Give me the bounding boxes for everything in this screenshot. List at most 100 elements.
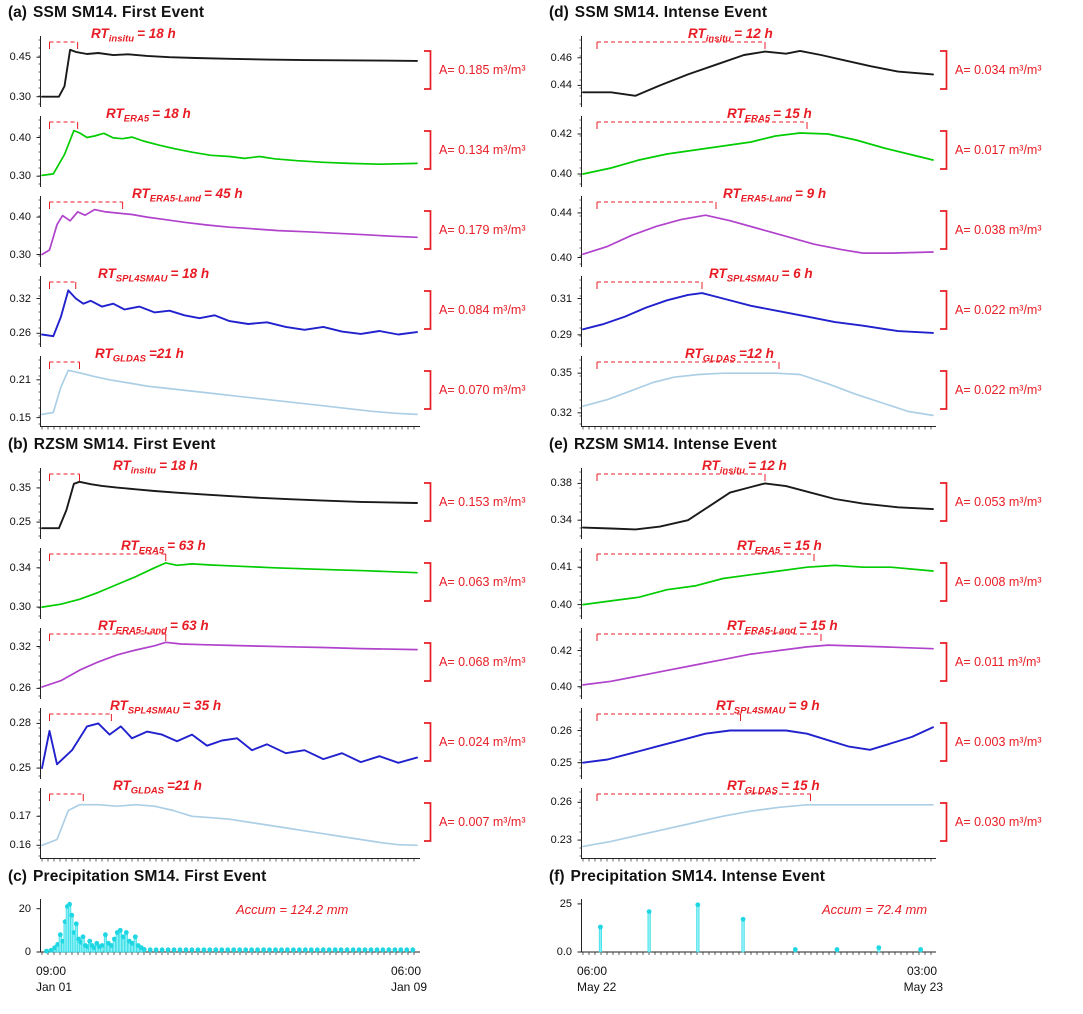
amplitude-annotation: A= 0.038 m³/m³ [937,190,1065,270]
y-axis-labels: 0.45 0.30 [0,30,36,110]
series-line-era5-land [41,208,418,256]
y-axis-labels: 0.35 0.32 [541,350,577,430]
amplitude-bracket [940,210,948,250]
rt-value: = 15 h [773,106,812,121]
amplitude-label: A= 0.053 m³/m³ [955,495,1042,509]
rt-subscript: ERA5-Land [149,193,201,205]
amplitude-bracket [940,482,948,522]
rt-subscript: ERA5-Land [115,625,167,637]
plot-area: RTERA5 = 15 h [577,538,937,622]
rt-subscript: ERA5-Land [740,193,792,205]
rt-value: = 12 h [734,26,773,41]
subplot-b-era5: 0.34 0.30 RTERA5 = 63 h A= 0.063 m³/m³ [0,538,541,622]
rt-prefix: RT [91,26,109,41]
rt-value: = 15 h [781,778,820,793]
rt-prefix: RT [110,698,128,713]
amplitude-label: A= 0.038 m³/m³ [955,223,1042,237]
rise-time-bracket [49,281,77,289]
panel-b: (b) RZSM SM14. First Event 0.35 0.25 RTinsit… [0,436,541,862]
panel-c: (c) Precipitation SM14. First Event 20 0 Acc… [0,868,541,1000]
rise-time-label: RTSPL4SMAU = 35 h [110,698,221,717]
plot-area: RTGLDAS =21 h [36,778,421,862]
amplitude-bracket [424,482,432,522]
amplitude-bracket [940,642,948,682]
panel-d: (d) SSM SM14. Intense Event 0.46 0.44 RTinsi… [541,4,1083,430]
plot-area: RTinsitu = 12 h [577,26,937,110]
rt-prefix: RT [95,346,113,361]
y-axis-labels: 0.28 0.25 [0,702,36,782]
y-axis-labels: 0.46 0.44 [541,30,577,110]
amplitude-annotation: A= 0.153 m³/m³ [421,462,541,542]
amplitude-label: A= 0.017 m³/m³ [955,143,1042,157]
series-line-insitu [41,480,418,530]
amplitude-annotation: A= 0.011 m³/m³ [937,622,1065,702]
subplot-e-spl4smau: 0.26 0.25 RTSPL4SMAU = 9 h A= 0.003 m³/m³ [541,698,1083,782]
rise-time-label: RTERA5 = 15 h [727,106,812,125]
precip-plot-area: Accum = 124.2 mm [36,894,421,960]
rise-time-label: RTGLDAS =21 h [95,346,184,365]
y-axis-labels: 25 0.0 [541,894,577,962]
y-tick-label: 0.26 [9,682,31,695]
rt-value: = 18 h [152,106,191,121]
rt-prefix: RT [688,26,706,41]
y-axis [577,36,582,107]
y-axis [36,36,41,107]
line-plot [36,708,418,779]
x-axis [40,426,420,430]
panel-title: Precipitation SM14. First Event [32,868,267,885]
rise-time-bracket [49,201,124,209]
amplitude-bracket [940,370,948,410]
rt-value: = 15 h [798,618,838,633]
y-tick-label: 0.0 [556,946,572,958]
amplitude-annotation: A= 0.017 m³/m³ [937,110,1065,190]
line-plot [577,276,934,347]
series-line-era5-land [582,214,934,256]
y-tick-label: 0.35 [550,367,572,380]
y-axis [577,708,582,779]
amplitude-annotation: A= 0.068 m³/m³ [421,622,541,702]
amplitude-label: A= 0.011 m³/m³ [955,655,1041,669]
amplitude-label: A= 0.179 m³/m³ [439,223,526,237]
amplitude-label: A= 0.022 m³/m³ [955,383,1042,397]
rise-time-bracket [49,121,79,129]
line-plot [577,116,934,187]
rt-prefix: RT [98,266,116,281]
panel-letter: (e) [549,436,568,453]
panel-title: SSM SM14. Intense Event [574,4,768,21]
y-tick-label: 0.40 [9,211,31,224]
panel-header: (d) SSM SM14. Intense Event [541,4,1083,30]
rt-value: = 6 h [781,266,813,281]
x-axis [581,426,936,430]
subplot-a-insitu: 0.45 0.30 RTinsitu = 18 h A= 0.185 m³/m³ [0,26,541,110]
rise-time-label: RTinsitu = 12 h [688,26,773,45]
rt-prefix: RT [132,186,150,201]
y-axis [36,788,41,859]
amplitude-bracket [424,722,432,762]
left-column: (a) SSM SM14. First Event 0.45 0.30 RTinsitu… [0,4,541,1006]
subplot-d-spl4smau: 0.31 0.29 RTSPL4SMAU = 6 h A= 0.022 m³/m³ [541,266,1083,350]
series-line-insitu [582,482,934,531]
rise-time-label: RTERA5-Land = 63 h [98,618,209,637]
rise-time-label: RTSPL4SMAU = 6 h [709,266,813,285]
line-plot [577,788,936,862]
y-axis [577,548,582,619]
y-axis [577,356,582,427]
amplitude-label: A= 0.022 m³/m³ [955,303,1042,317]
precip-plot-area: Accum = 72.4 mm [577,894,937,960]
rt-prefix: RT [727,106,745,121]
rise-time-label: RTERA5-Land = 45 h [132,186,243,205]
rise-time-bracket [596,281,703,289]
rise-time-label: RTGLDAS = 15 h [727,778,820,797]
amplitude-annotation: A= 0.063 m³/m³ [421,542,541,622]
series-line-spl4smau [41,722,418,770]
y-tick-label: 0.44 [550,79,572,92]
rise-time-label: RTERA5 = 63 h [121,538,206,557]
y-tick-label: 0.23 [550,834,572,847]
rt-value: = 18 h [137,26,176,41]
line-plot [36,356,420,430]
rt-subscript: ERA5 [138,545,165,557]
precip-plot-row: 25 0.0 Accum = 72.4 mm [541,894,1083,962]
amplitude-annotation: A= 0.007 m³/m³ [421,782,541,862]
y-axis-labels: 0.34 0.30 [0,542,36,622]
rt-subscript: GLDAS [744,785,779,797]
